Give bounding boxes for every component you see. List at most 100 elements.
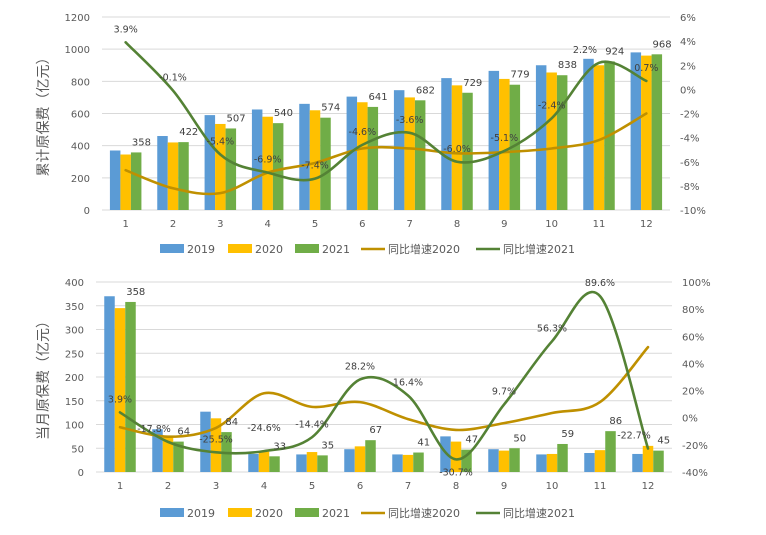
bar-data-label: 924 — [605, 46, 624, 57]
y-axis-title: 当月原保费（亿元） — [36, 314, 52, 440]
bar-2020-8 — [450, 441, 462, 472]
x-tick-label: 6 — [357, 481, 363, 492]
bar-data-label: 574 — [321, 103, 340, 114]
line-data-label: 9.7% — [492, 387, 516, 398]
bar-2021-1 — [125, 301, 136, 472]
y2-tick-label: 60% — [682, 332, 704, 343]
bar-2020-10 — [546, 453, 558, 472]
legend-swatch — [295, 244, 319, 253]
line-data-label: -14.4% — [295, 419, 329, 430]
bar-2020-11 — [593, 65, 605, 210]
bar-2019-2 — [152, 429, 163, 472]
x-tick-label: 1 — [122, 219, 128, 230]
line-data-label: 56.3% — [537, 323, 567, 334]
bar-2021-4 — [269, 456, 280, 472]
legend-swatch — [295, 508, 319, 517]
x-tick-label: 9 — [501, 481, 507, 492]
line-同比增速2020 — [124, 112, 648, 196]
line-data-label: -5.4% — [207, 137, 235, 148]
bar-2021-5 — [317, 455, 328, 472]
bar-2019-7 — [393, 90, 405, 210]
line-data-label: -4.6% — [349, 127, 377, 138]
x-tick-label: 6 — [359, 219, 365, 230]
legend-swatch — [228, 508, 252, 517]
y2-tick-label: 6% — [680, 13, 696, 24]
line-data-label: -17.8% — [137, 424, 171, 435]
legend-label: 2019 — [187, 243, 215, 256]
y-tick-label: 0 — [84, 206, 90, 217]
bar-2020-11 — [594, 450, 606, 472]
bar-2021-6 — [367, 106, 379, 210]
legend-label: 2021 — [322, 507, 350, 520]
y2-tick-label: -6% — [680, 158, 699, 169]
y-tick-label: 0 — [78, 468, 84, 479]
line-data-label: -2.4% — [538, 100, 566, 111]
bar-2020-6 — [357, 102, 368, 210]
line-data-label: -3.6% — [396, 115, 424, 126]
bar-data-label: 86 — [609, 416, 622, 427]
y2-tick-label: -4% — [680, 134, 699, 145]
bar-data-label: 779 — [511, 70, 530, 81]
x-tick-label: 10 — [546, 481, 559, 492]
y2-tick-label: 2% — [680, 61, 696, 72]
x-tick-label: 7 — [405, 481, 411, 492]
bar-data-label: 33 — [273, 441, 286, 452]
bar-2019-4 — [251, 109, 263, 210]
bar-2021-6 — [365, 440, 376, 472]
legend-swatch — [160, 508, 184, 517]
bar-data-label: 838 — [558, 60, 577, 71]
bar-2019-11 — [584, 453, 595, 472]
y-tick-label: 100 — [65, 421, 84, 432]
bar-data-label: 35 — [321, 440, 334, 451]
bar-2020-9 — [499, 78, 510, 210]
bar-data-label: 64 — [177, 427, 190, 438]
line-data-label: -30.7% — [439, 467, 473, 478]
x-tick-label: 12 — [642, 481, 655, 492]
legend-label: 同比增速2021 — [503, 506, 575, 520]
y-tick-label: 200 — [65, 373, 84, 384]
y2-tick-label: -40% — [682, 468, 708, 479]
bar-2020-3 — [215, 123, 226, 210]
line-同比增速2021 — [118, 290, 650, 461]
bar-2021-2 — [178, 142, 189, 210]
x-tick-label: 3 — [217, 219, 223, 230]
bar-2021-8 — [462, 92, 473, 210]
y-tick-label: 250 — [65, 349, 84, 360]
y-tick-label: 200 — [71, 174, 90, 185]
bar-2020-7 — [404, 97, 415, 210]
legend-label: 2019 — [187, 507, 215, 520]
bar-2021-3 — [225, 128, 237, 210]
x-tick-label: 10 — [545, 219, 558, 230]
bar-2021-9 — [509, 448, 520, 472]
line-data-label: -24.6% — [247, 423, 281, 434]
x-tick-label: 11 — [594, 481, 607, 492]
x-tick-label: 4 — [261, 481, 267, 492]
bar-data-label: 358 — [132, 137, 151, 148]
y-axis-title: 累计原保费（亿元） — [36, 51, 52, 177]
bar-2020-1 — [120, 154, 131, 210]
bar-2020-12 — [641, 55, 652, 210]
bar-2020-12 — [642, 445, 654, 472]
legend-label: 同比增速2020 — [388, 242, 460, 256]
y2-tick-label: 20% — [682, 387, 704, 398]
legend-swatch — [228, 244, 252, 253]
bar-data-label: 682 — [416, 85, 435, 96]
bar-2021-4 — [272, 123, 284, 210]
bar-2020-2 — [167, 142, 179, 210]
bar-data-label: 641 — [369, 92, 388, 103]
line-data-label: -0.1% — [159, 73, 187, 84]
bar-data-label: 729 — [463, 78, 482, 89]
y-tick-label: 600 — [71, 110, 90, 121]
line-data-label: -25.5% — [199, 434, 233, 445]
bar-2019-12 — [632, 453, 643, 472]
bar-2019-8 — [441, 78, 452, 210]
line-同比增速2021 — [124, 41, 648, 182]
legend-label: 2020 — [255, 243, 283, 256]
x-tick-label: 5 — [309, 481, 315, 492]
x-tick-label: 1 — [117, 481, 123, 492]
bar-2019-6 — [344, 449, 355, 472]
y-tick-label: 50 — [71, 444, 84, 455]
bar-2021-9 — [509, 84, 521, 210]
line-data-label: 3.9% — [108, 394, 132, 405]
bar-2019-5 — [299, 103, 310, 210]
